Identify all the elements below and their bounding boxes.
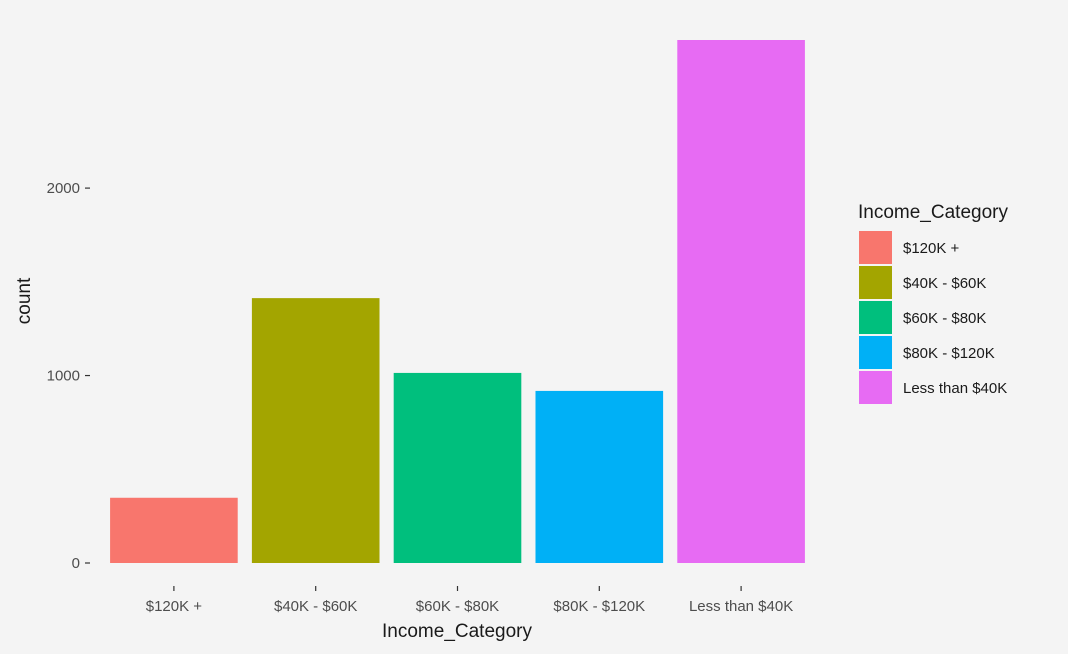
- x-axis: $120K + $40K - $60K $60K - $80K $80K - $120…: [146, 586, 793, 615]
- x-tick-label: Less than $40K: [689, 598, 793, 615]
- legend-key: [859, 336, 892, 369]
- x-tick-label: $60K - $80K: [416, 598, 499, 615]
- legend-label: $60K - $80K: [903, 310, 986, 327]
- legend: Income_Category $120K + $40K - $60K $60K -…: [858, 202, 1008, 404]
- legend-key: [859, 231, 892, 264]
- legend-title: Income_Category: [858, 202, 1008, 223]
- bar: [677, 40, 805, 563]
- legend-key: [859, 266, 892, 299]
- legend-label: $120K +: [903, 240, 960, 257]
- y-tick-label: 1000: [47, 368, 80, 385]
- x-tick-label: $40K - $60K: [274, 598, 357, 615]
- y-tick-label: 0: [72, 555, 80, 572]
- legend-key: [859, 371, 892, 404]
- legend-label: $80K - $120K: [903, 345, 995, 362]
- legend-key: [859, 301, 892, 334]
- bar: [393, 372, 522, 563]
- legend-label: Less than $40K: [903, 380, 1007, 397]
- x-axis-title: Income_Category: [382, 621, 532, 642]
- bar: [110, 497, 238, 563]
- legend-label: $40K - $60K: [903, 275, 986, 292]
- bars: [110, 40, 805, 563]
- x-tick-label: $120K +: [146, 598, 203, 615]
- y-tick-label: 2000: [47, 180, 80, 197]
- bar: [535, 390, 664, 563]
- y-axis: 0 1000 2000: [47, 180, 90, 572]
- y-axis-title: count: [14, 277, 35, 324]
- x-tick-label: $80K - $120K: [553, 598, 645, 615]
- bar: [251, 298, 380, 563]
